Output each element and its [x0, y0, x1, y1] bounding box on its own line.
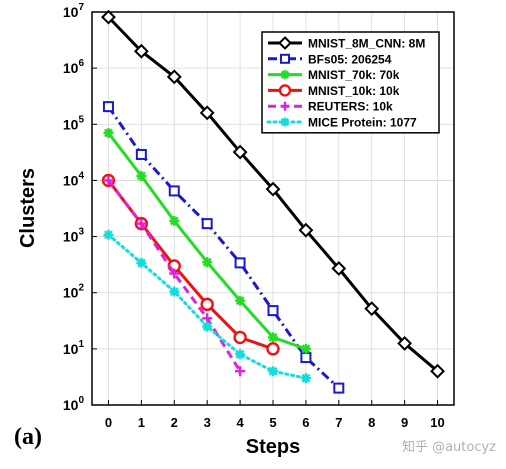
legend-label: BFs05: 206254: [308, 52, 392, 66]
x-tick-label: 6: [302, 415, 309, 430]
data-point: [267, 305, 279, 317]
series-layer: [101, 9, 445, 394]
legend-box: [261, 31, 440, 134]
series-0: [101, 9, 445, 379]
series-line: [107, 105, 340, 390]
data-point: [232, 144, 248, 160]
data-point: [278, 36, 292, 50]
data-point: [397, 336, 413, 351]
series-5: [103, 229, 311, 384]
y-tick-label: 104: [63, 170, 85, 188]
data-point: [300, 343, 311, 354]
data-point: [268, 332, 278, 343]
x-tick-label: 7: [335, 415, 342, 430]
data-point: [200, 297, 214, 312]
data-point: [103, 175, 114, 186]
legend-label: MNIST_70k: 70k: [308, 68, 400, 82]
y-tick-label: 102: [63, 283, 85, 301]
y-axis-title: Clusters: [17, 168, 39, 248]
watermark: 知乎 @autocyz: [401, 440, 496, 455]
legend-entry: REUTERS: 10k: [268, 100, 393, 114]
data-point: [169, 268, 180, 279]
data-point: [233, 330, 247, 345]
data-point: [169, 215, 180, 226]
data-point: [166, 69, 182, 85]
legend-label: MNIST_8M_CNN: 8M: [308, 37, 425, 51]
data-point: [168, 185, 180, 197]
data-point: [135, 148, 147, 160]
legend-entry: MNIST_70k: 70k: [268, 68, 400, 82]
x-tick-label: 3: [204, 415, 211, 430]
series-2: [103, 127, 311, 354]
legend-entry: BFs05: 206254: [268, 52, 392, 66]
data-point: [235, 366, 246, 377]
data-point: [280, 53, 290, 64]
legend-entry: MNIST_10k: 10k: [268, 84, 400, 98]
data-point: [333, 382, 345, 394]
data-point: [103, 127, 114, 138]
data-point: [133, 43, 149, 59]
legend-label: REUTERS: 10k: [308, 100, 393, 114]
data-point: [364, 301, 380, 317]
data-point: [102, 101, 114, 113]
data-point: [430, 363, 445, 379]
legend-label: MNIST_10k: 10k: [308, 84, 400, 98]
x-tick-label: 0: [105, 415, 112, 430]
data-point: [331, 261, 347, 276]
x-tick-label: 2: [171, 415, 178, 430]
y-tick-label: 107: [63, 2, 85, 20]
legend-label: MICE Protein: 1077: [308, 116, 417, 130]
data-point: [298, 222, 314, 238]
data-point: [280, 101, 290, 111]
data-point: [300, 373, 311, 384]
data-point: [280, 70, 290, 80]
data-point: [201, 218, 213, 230]
data-point: [278, 84, 292, 97]
x-tick-label: 9: [401, 415, 408, 430]
data-point: [235, 295, 246, 306]
data-point: [265, 181, 281, 197]
x-tick-label: 4: [236, 415, 244, 430]
x-axis: 0 1 2 3 4 5 6 7 8 9 10: [105, 400, 445, 430]
y-tick-label: 100: [63, 395, 85, 413]
y-tick-label: 106: [63, 58, 85, 76]
data-point: [202, 321, 213, 332]
y-tick-label: 103: [63, 227, 85, 245]
panel-label: (a): [14, 424, 42, 450]
y-tick-label: 101: [63, 339, 85, 357]
series-1: [102, 101, 345, 394]
data-point: [136, 218, 147, 229]
x-tick-label: 10: [430, 415, 444, 430]
x-tick-label: 1: [138, 415, 145, 430]
data-point: [199, 105, 215, 121]
x-axis-title: Steps: [246, 436, 300, 458]
data-point: [136, 170, 147, 181]
data-point: [268, 366, 278, 377]
data-point: [103, 229, 114, 240]
data-point: [136, 257, 147, 268]
data-point: [280, 117, 290, 127]
data-point: [234, 257, 246, 269]
data-point: [300, 352, 312, 364]
data-point: [235, 349, 246, 360]
data-point: [202, 257, 213, 268]
series-4: [103, 175, 246, 377]
data-point: [266, 342, 280, 356]
y-tick-label: 105: [63, 114, 85, 132]
data-point: [101, 9, 116, 25]
data-point: [169, 286, 180, 297]
legend-entry: MICE Protein: 1077: [266, 116, 417, 130]
x-tick-label: 5: [269, 415, 276, 430]
x-tick-label: 8: [368, 415, 375, 430]
y-axis: 100 101 102 103 104 105 106 107: [63, 2, 97, 413]
legend-entry: MNIST_8M_CNN: 8M: [268, 36, 425, 51]
